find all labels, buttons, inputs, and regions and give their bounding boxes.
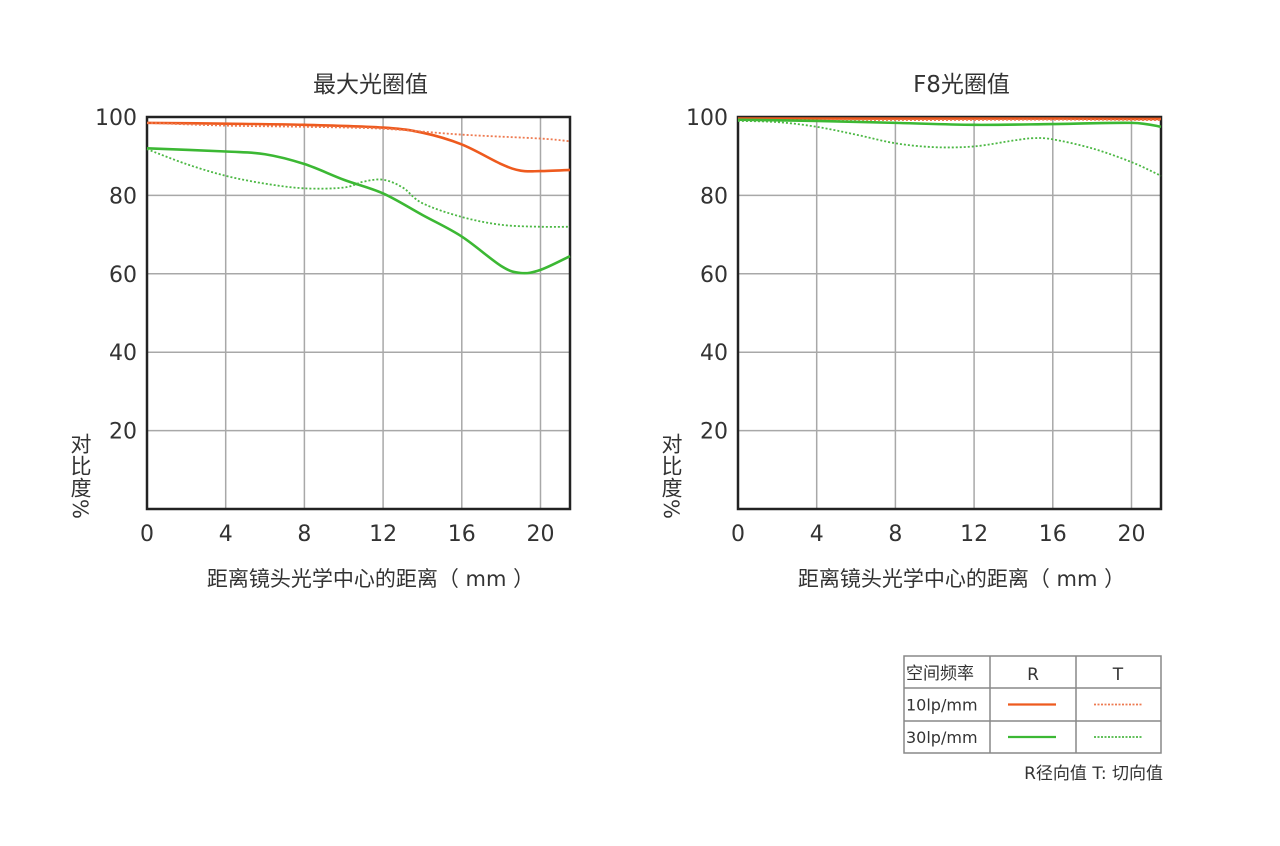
x-tick-label: 0 [140,522,154,547]
legend-header: T [1112,665,1124,685]
y-tick-label: 20 [700,420,728,445]
series-line-r30 [146,147,571,275]
y-tick-label: 40 [700,341,728,366]
x-axis-label: 距离镜头光学中心的距离（ mm ） [207,567,534,591]
chart-title: F8光圈值 [913,72,1010,98]
x-axis-label: 距离镜头光学中心的距离（ mm ） [798,567,1125,591]
legend-row-label: 30lp/mm [906,728,978,747]
x-tick-label: 12 [369,522,397,547]
legend: 空间频率 R T 10lp/mm 30lp/mm R径向值 T: 切向值 [903,655,1163,784]
y-tick-label: 100 [95,106,137,131]
legend-header: R [1027,665,1039,685]
series-line-t30 [146,148,571,228]
x-tick-label: 16 [448,522,476,547]
x-tick-label: 20 [526,522,554,547]
legend-row-label: 10lp/mm [906,696,978,715]
x-tick-label: 8 [888,522,902,547]
y-axis-label: 对比度% [659,433,683,520]
legend-note: R径向值 T: 切向值 [1024,764,1163,784]
y-tick-label: 80 [109,184,137,209]
x-tick-label: 4 [810,522,824,547]
y-axis-label: 对比度% [68,433,92,520]
y-tick-label: 80 [700,184,728,209]
y-tick-label: 100 [686,106,728,131]
series-line-t30 [737,120,1162,177]
x-tick-label: 8 [297,522,311,547]
x-tick-label: 20 [1117,522,1145,547]
chart-title: 最大光圈值 [313,72,428,98]
plot-frame [145,115,572,511]
x-tick-label: 16 [1039,522,1067,547]
x-tick-label: 4 [219,522,233,547]
plot-frame [736,115,1163,511]
legend-header: 空间频率 [906,664,974,684]
series-line-r10 [146,121,571,173]
y-tick-label: 60 [109,263,137,288]
y-tick-label: 40 [109,341,137,366]
series-line-r30 [737,118,1162,129]
series-line-t10 [146,121,571,143]
y-tick-label: 60 [700,263,728,288]
x-tick-label: 0 [731,522,745,547]
x-tick-label: 12 [960,522,988,547]
y-tick-label: 20 [109,420,137,445]
